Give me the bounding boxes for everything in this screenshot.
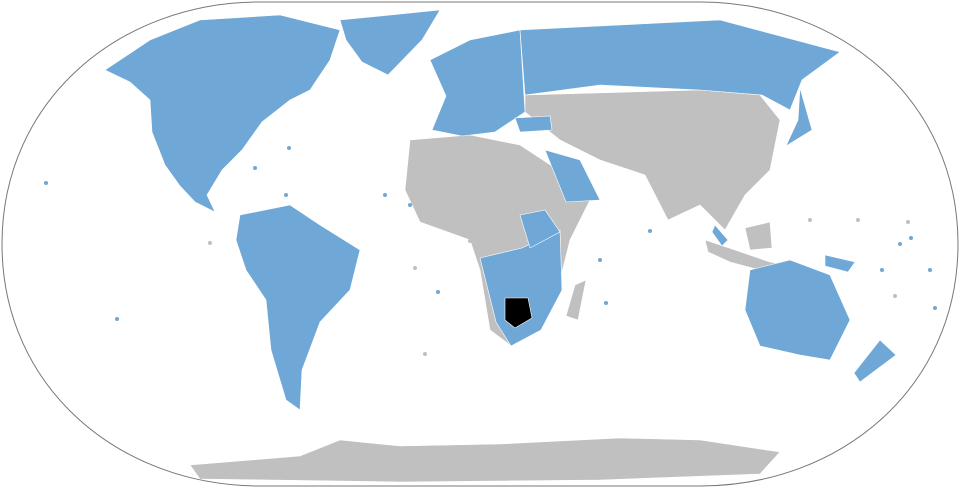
island-dot [44,181,48,185]
island-dot [468,239,472,243]
highlighted-country [504,297,533,329]
island-dot [898,242,902,246]
island-dot [928,268,932,272]
papua-new-guinea [824,254,856,273]
island-dot [423,352,427,356]
island-dot [909,236,913,240]
island-dot [933,306,937,310]
island-markers [44,146,937,321]
southern-africa [479,229,563,347]
island-dot [893,294,897,298]
south-america [235,204,361,411]
borneo [744,221,773,251]
island-dot [808,218,812,222]
island-dot [408,203,412,207]
russia [519,19,841,111]
east-africa [519,209,561,249]
island-dot [604,301,608,305]
island-dot [880,268,884,272]
greenland [339,9,441,76]
island-dot [648,229,652,233]
asia [524,89,781,231]
island-dot [253,166,257,170]
island-dot [856,218,860,222]
island-dot [598,258,602,262]
malaysia [711,224,729,247]
new-zealand [853,339,897,383]
turkey [514,115,553,133]
north-america [104,14,341,213]
island-markers-gray [208,218,910,356]
island-dot [287,146,291,150]
island-dot [906,220,910,224]
madagascar [565,279,587,321]
island-dot [436,290,440,294]
island-dot [383,193,387,197]
europe [429,29,526,137]
island-dot [413,266,417,270]
island-dot [208,241,212,245]
australia [744,259,851,361]
island-dot [115,317,119,321]
japan [785,87,813,147]
island-dot [284,193,288,197]
arabian-peninsula [544,149,601,203]
member-regions [104,9,897,411]
antarctica [189,437,781,483]
